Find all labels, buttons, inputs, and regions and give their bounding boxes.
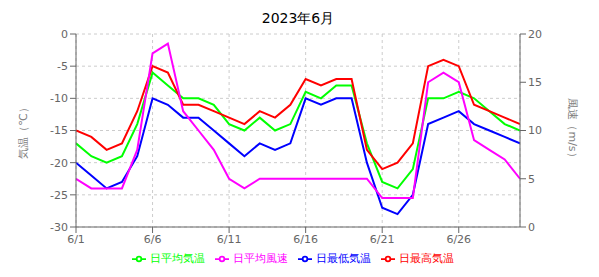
svg-text:6/11: 6/11 [217, 233, 242, 246]
svg-text:気温（℃）: 気温（℃） [17, 102, 30, 158]
svg-text:-30: -30 [50, 221, 68, 234]
svg-text:6/6: 6/6 [144, 233, 162, 246]
html-text:日平均風速: 日平均風速 [233, 252, 288, 265]
svg-text:-25: -25 [50, 189, 68, 202]
svg-text:6/26: 6/26 [446, 233, 471, 246]
svg-text:-10: -10 [50, 92, 68, 105]
html-text:日最高気温: 日最高気温 [399, 252, 454, 265]
svg-text:-20: -20 [50, 157, 68, 170]
svg-text:5: 5 [528, 173, 535, 186]
svg-text:0: 0 [61, 28, 68, 41]
svg-text:20: 20 [528, 28, 542, 41]
html-text:2023年6月: 2023年6月 [261, 10, 335, 26]
svg-text:6/16: 6/16 [293, 233, 318, 246]
html-text:日最低気温: 日最低気温 [316, 252, 371, 265]
svg-text:-15: -15 [50, 124, 68, 137]
svg-text:6/1: 6/1 [67, 233, 85, 246]
svg-text:10: 10 [528, 124, 542, 137]
svg-text:0: 0 [528, 221, 535, 234]
svg-text:風速（m/s）: 風速（m/s） [566, 98, 579, 162]
svg-text:-5: -5 [57, 60, 68, 73]
svg-text:6/21: 6/21 [370, 233, 395, 246]
svg-text:15: 15 [528, 76, 542, 89]
html-text:日平均気温: 日平均気温 [150, 252, 205, 265]
